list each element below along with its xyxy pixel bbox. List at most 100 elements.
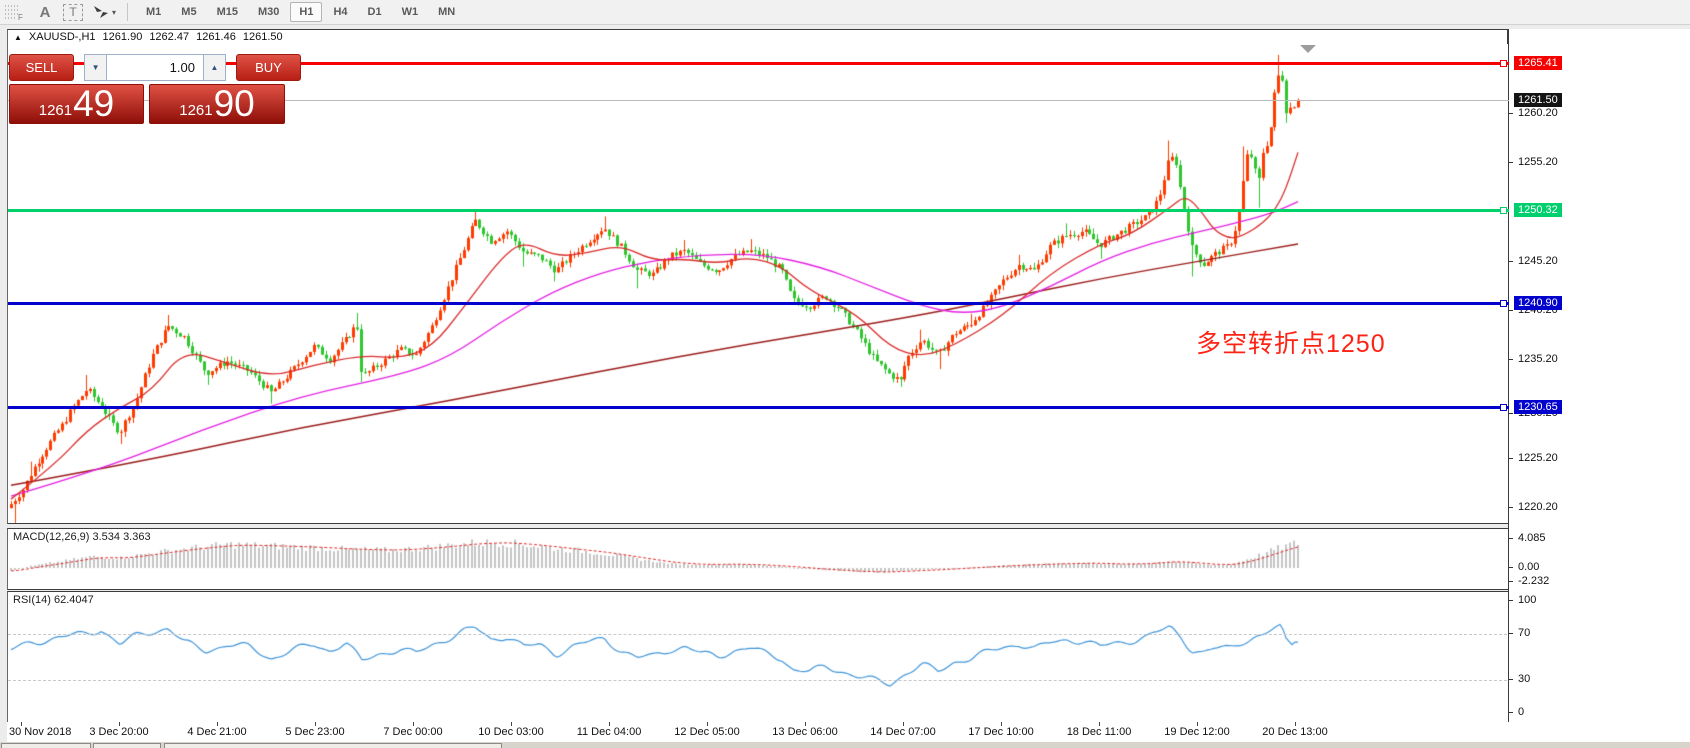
fibonacci-lines-icon[interactable]: F [3,2,27,22]
axis-tick-mark [1509,600,1513,601]
sell-button[interactable]: SELL [9,54,75,81]
price-axis-label: 0 [1518,706,1525,718]
axis-tick-mark [1509,679,1513,680]
time-axis-tick [315,722,316,726]
arrow-objects-icon[interactable]: ▾ [92,2,116,22]
symbol-title: XAUUSD-,H1 [28,31,96,43]
buy-price-pips: 90 [213,83,255,124]
chart-info-bar: ▲ XAUUSD-,H1 1261.90 1262.47 1261.46 126… [7,29,1508,45]
chart-tab[interactable] [164,743,502,748]
time-axis-label: 17 Dec 10:00 [968,726,1034,738]
macd-label: MACD(12,26,9) 3.534 3.363 [13,531,151,543]
price-level-badge: 1261.50 [1514,93,1562,107]
axis-tick-mark [1509,310,1513,311]
timeframe-button-m15[interactable]: M15 [216,6,238,18]
axis-tick-mark [1509,507,1513,508]
line-drag-handle[interactable] [1500,300,1507,307]
time-axis-label: 5 Dec 23:00 [285,726,345,738]
text-box-tool-icon[interactable]: T [63,3,83,21]
axis-tick-mark [1509,261,1513,262]
timeframe-button-m1[interactable]: M1 [146,6,162,18]
fibo-letter: F [18,13,23,20]
chart-tab-strip [0,742,1690,748]
price-axis-label: 70 [1518,627,1531,639]
support-line-1250[interactable] [8,209,1509,212]
toolbar: F A T ▾ M1 M5 M15 M30 H1 H4 D1 W1 MN [0,0,1690,25]
price-axis-label: 1220.20 [1518,501,1558,513]
time-axis-tick [805,722,806,726]
time-axis-tick [413,722,414,726]
timeframe-button-w1[interactable]: W1 [401,6,419,18]
price-axis-label: 1255.20 [1518,156,1558,168]
time-axis-tick [1197,722,1198,726]
time-axis-label: 4 Dec 21:00 [187,726,247,738]
price-level-badge: 1265.41 [1514,56,1562,70]
price-axis-label: -2.232 [1518,575,1550,587]
time-axis-label: 20 Dec 13:00 [1262,726,1328,738]
sell-price-main: 1261 [38,102,73,119]
ohlc-low: 1261.46 [196,31,236,43]
buy-button[interactable]: BUY [235,54,301,81]
time-axis-tick [903,722,904,726]
volume-increase-button[interactable]: ▲ [202,54,226,81]
resistance-line-1265[interactable] [8,62,1509,65]
price-level-badge: 1230.65 [1514,400,1562,414]
line-drag-handle[interactable] [1500,207,1507,214]
axis-tick-mark [1509,633,1513,634]
chart-tab[interactable] [1,743,91,748]
timeframe-button-m30[interactable]: M30 [257,6,280,18]
timeframe-button-mn[interactable]: MN [438,6,456,18]
chart-text-annotation: 多空转折点1250 [1196,330,1386,358]
timeframe-button-m5[interactable]: M5 [181,6,197,18]
line-drag-handle[interactable] [1500,60,1507,67]
time-axis-tick [609,722,610,726]
sell-price-quote[interactable]: 1261 49 [9,84,144,124]
time-axis-tick [217,722,218,726]
axis-tick-mark [1509,359,1513,360]
axis-tick-mark [1509,538,1513,539]
ohlc-close: 1261.50 [242,31,283,43]
volume-input[interactable]: 1.00 [107,54,203,81]
price-axis-label: 1225.20 [1518,452,1558,464]
support-line-1230[interactable] [8,406,1509,409]
axis-tick-mark [1509,581,1513,582]
axis-tick-mark [1509,712,1513,713]
time-axis-label: 13 Dec 06:00 [772,726,838,738]
time-axis-label: 11 Dec 04:00 [576,726,642,738]
ohlc-open: 1261.90 [102,31,143,43]
time-axis-tick [511,722,512,726]
price-axis: 1260.201255.201245.201240.201235.201230.… [1508,29,1690,722]
timeframe-button-d1[interactable]: D1 [367,6,382,18]
time-axis-label: 12 Dec 05:00 [674,726,740,738]
chart-shift-marker-icon [1300,45,1316,53]
dropdown-caret-icon[interactable]: ▾ [112,7,117,17]
time-axis-tick [1099,722,1100,726]
time-axis-tick [119,722,120,726]
price-level-badge: 1250.32 [1514,203,1562,217]
axis-tick-mark [1509,162,1513,163]
time-axis-label: 7 Dec 00:00 [383,726,443,738]
price-axis-label: 0.00 [1518,561,1540,573]
support-line-1240[interactable] [8,302,1509,305]
time-axis-tick [21,722,22,726]
chart-tab[interactable] [93,743,161,748]
line-drag-handle[interactable] [1500,404,1507,411]
timeframe-button-h4[interactable]: H4 [333,6,348,18]
buy-price-quote[interactable]: 1261 90 [149,84,285,124]
volume-decrease-button[interactable]: ▼ [84,54,108,81]
buy-price-main: 1261 [179,102,213,119]
current-price-line[interactable] [8,100,1509,101]
macd-indicator-panel: MACD(12,26,9) 3.534 3.363 [7,528,1509,590]
one-click-collapse-arrow-icon[interactable]: ▲ [14,32,22,42]
price-axis-label: 4.085 [1518,532,1546,544]
timeframe-button-h1[interactable]: H1 [290,2,323,22]
time-axis-label: 30 Nov 2018 [9,726,72,738]
time-axis-label: 3 Dec 20:00 [89,726,149,738]
price-level-badge: 1240.90 [1514,296,1562,310]
text-label-tool-icon[interactable]: A [39,3,51,21]
ohlc-high: 1262.47 [149,31,190,43]
axis-tick-mark [1509,413,1513,414]
price-chart-panel: SELL ▼ 1.00 ▲ BUY 1261 49 1261 90 多空转折点1… [7,44,1509,524]
price-axis-label: 1245.20 [1518,255,1558,267]
